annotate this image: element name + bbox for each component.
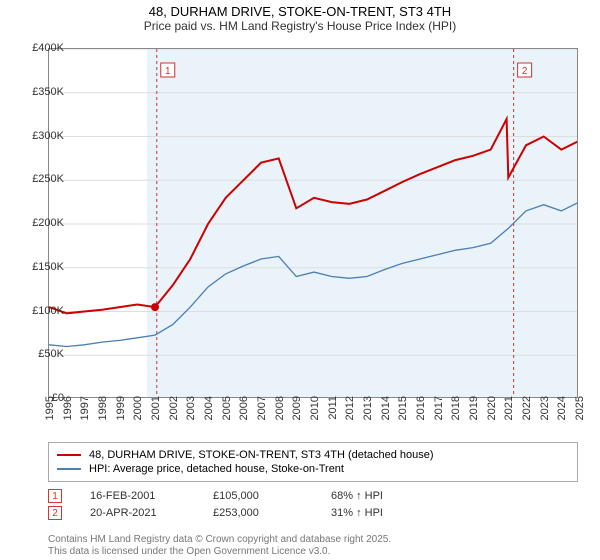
plot-background xyxy=(147,49,577,397)
legend-swatch xyxy=(57,454,81,456)
event-delta: 68% ↑ HPI xyxy=(331,490,383,502)
x-axis-tick-label: 2002 xyxy=(168,396,180,436)
y-axis-tick-label: £150K xyxy=(20,261,64,273)
y-axis-tick-label: £100K xyxy=(20,305,64,317)
attribution-line1: Contains HM Land Registry data © Crown c… xyxy=(48,534,391,546)
chart-title-subtitle: Price paid vs. HM Land Registry's House … xyxy=(0,19,600,33)
x-axis-tick-label: 1998 xyxy=(97,396,109,436)
legend-item: 48, DURHAM DRIVE, STOKE-ON-TRENT, ST3 4T… xyxy=(57,449,569,461)
event-date: 20-APR-2021 xyxy=(90,507,185,519)
x-axis-tick-label: 2021 xyxy=(503,396,515,436)
x-axis-tick-label: 2015 xyxy=(397,396,409,436)
legend-item: HPI: Average price, detached house, Stok… xyxy=(57,463,569,475)
x-axis-tick-label: 2020 xyxy=(486,396,498,436)
x-axis-tick-label: 2006 xyxy=(238,396,250,436)
legend-label: 48, DURHAM DRIVE, STOKE-ON-TRENT, ST3 4T… xyxy=(89,449,434,461)
x-axis-tick-label: 2009 xyxy=(291,396,303,436)
y-axis-tick-label: £400K xyxy=(20,42,64,54)
chart-plot-area: 12 xyxy=(48,48,578,398)
event-table: 1 16-FEB-2001 £105,000 68% ↑ HPI 2 20-APR-202… xyxy=(48,486,383,523)
event-delta: 31% ↑ HPI xyxy=(331,507,383,519)
x-axis-tick-label: 2016 xyxy=(415,396,427,436)
legend: 48, DURHAM DRIVE, STOKE-ON-TRENT, ST3 4T… xyxy=(48,442,578,482)
x-axis-tick-label: 2005 xyxy=(221,396,233,436)
x-axis-tick-label: 2007 xyxy=(256,396,268,436)
event-row: 2 20-APR-2021 £253,000 31% ↑ HPI xyxy=(48,506,383,520)
chart-title-address: 48, DURHAM DRIVE, STOKE-ON-TRENT, ST3 4T… xyxy=(0,4,600,19)
chart-svg: 12 xyxy=(49,49,577,397)
y-axis-tick-label: £250K xyxy=(20,173,64,185)
x-axis-tick-label: 2001 xyxy=(150,396,162,436)
y-axis-tick-label: £0 xyxy=(20,392,64,404)
event-price: £253,000 xyxy=(213,507,303,519)
x-axis-tick-label: 2013 xyxy=(362,396,374,436)
attribution-line2: This data is licensed under the Open Gov… xyxy=(48,546,391,558)
x-axis-tick-label: 2025 xyxy=(574,396,586,436)
event-date: 16-FEB-2001 xyxy=(90,490,185,502)
y-axis-tick-label: £350K xyxy=(20,86,64,98)
y-axis-tick-label: £200K xyxy=(20,217,64,229)
x-axis-tick-label: 2017 xyxy=(433,396,445,436)
x-axis-tick-label: 2019 xyxy=(468,396,480,436)
title-block: 48, DURHAM DRIVE, STOKE-ON-TRENT, ST3 4T… xyxy=(0,0,600,35)
x-axis-tick-label: 2011 xyxy=(327,396,339,436)
x-axis-tick-label: 2000 xyxy=(132,396,144,436)
series-marker-dot xyxy=(151,303,159,311)
x-axis-tick-label: 1999 xyxy=(115,396,127,436)
x-axis-tick-label: 2018 xyxy=(450,396,462,436)
x-axis-tick-label: 2022 xyxy=(521,396,533,436)
x-axis-tick-label: 1997 xyxy=(79,396,91,436)
event-row: 1 16-FEB-2001 £105,000 68% ↑ HPI xyxy=(48,489,383,503)
event-marker-number: 1 xyxy=(165,66,171,77)
y-axis-tick-label: £50K xyxy=(20,348,64,360)
legend-swatch xyxy=(57,468,81,469)
x-axis-tick-label: 2004 xyxy=(203,396,215,436)
chart-container: 48, DURHAM DRIVE, STOKE-ON-TRENT, ST3 4T… xyxy=(0,0,600,560)
x-axis-tick-label: 2014 xyxy=(380,396,392,436)
x-axis-tick-label: 2024 xyxy=(556,396,568,436)
x-axis-tick-label: 2023 xyxy=(539,396,551,436)
x-axis-tick-label: 2008 xyxy=(274,396,286,436)
x-axis-tick-label: 2003 xyxy=(185,396,197,436)
event-marker-icon: 2 xyxy=(48,506,62,520)
legend-label: HPI: Average price, detached house, Stok… xyxy=(89,463,344,475)
x-axis-tick-label: 2012 xyxy=(344,396,356,436)
event-price: £105,000 xyxy=(213,490,303,502)
x-axis-tick-label: 1995 xyxy=(44,396,56,436)
attribution: Contains HM Land Registry data © Crown c… xyxy=(48,534,391,558)
x-axis-tick-label: 2010 xyxy=(309,396,321,436)
event-marker-icon: 1 xyxy=(48,489,62,503)
x-axis-tick-label: 1996 xyxy=(62,396,74,436)
y-axis-tick-label: £300K xyxy=(20,130,64,142)
event-marker-number: 2 xyxy=(522,66,528,77)
